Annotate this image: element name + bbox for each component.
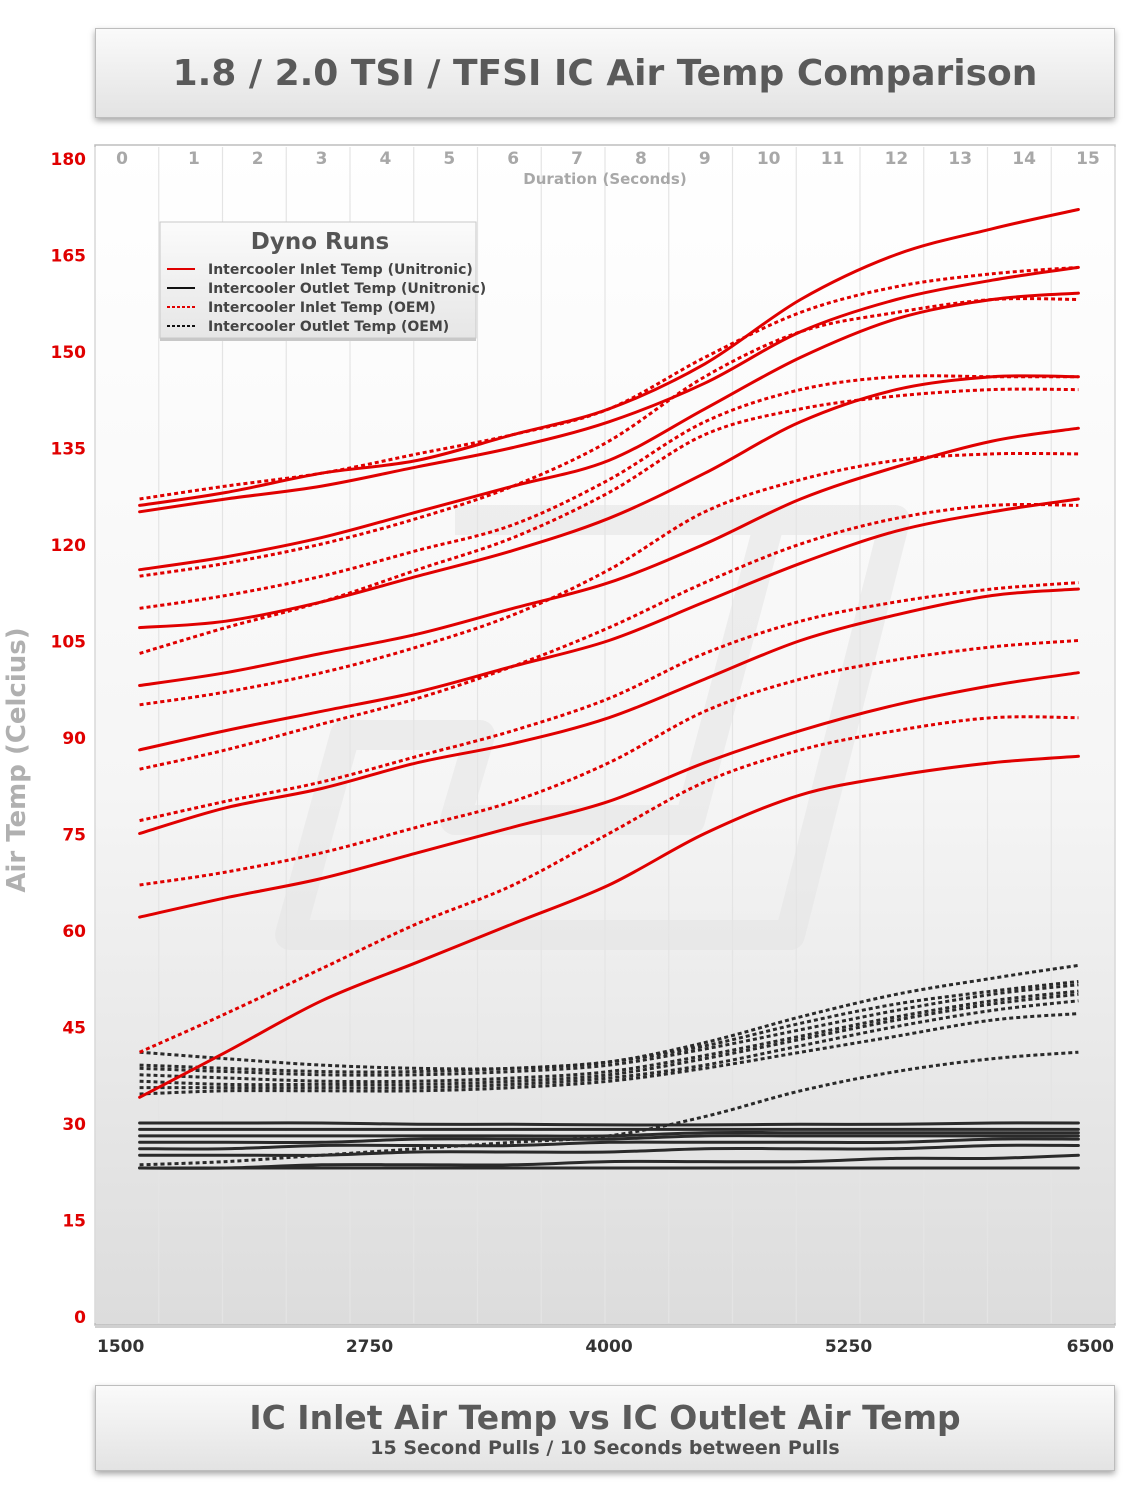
y-tick-label: 75: [62, 826, 86, 846]
outlet-oem-series: [139, 983, 1079, 1077]
y-tick-label: 15: [62, 1212, 86, 1232]
top-tick-label: 12: [885, 149, 909, 169]
legend-entry-label: Intercooler Outlet Temp (Unitronic): [208, 281, 486, 297]
y-tick-label: 105: [51, 633, 87, 653]
top-tick-label: 4: [380, 149, 392, 169]
top-tick-label: 11: [821, 149, 845, 169]
outlet-oem-series: [139, 1050, 1079, 1167]
top-tick-label: 13: [948, 149, 972, 169]
top-tick-label: 9: [699, 149, 711, 169]
top-tick-label: 5: [443, 149, 455, 169]
inlet-oem-series: [139, 639, 1079, 887]
inlet-oem-series: [139, 502, 1079, 771]
y-axis-title: Air Temp (Celcius): [2, 627, 32, 892]
y-tick-label: 120: [51, 536, 87, 556]
inlet-unitronic-series: [138, 208, 1080, 507]
inlet-unitronic-series: [138, 587, 1080, 835]
x-tick-label: 1500: [97, 1337, 144, 1357]
legend-title: Dyno Runs: [251, 229, 389, 255]
top-tick-label: 3: [316, 149, 328, 169]
plot-area-shadow: [95, 1325, 1115, 1328]
y-tick-label: 150: [51, 343, 87, 363]
legend-shadow: [160, 338, 476, 341]
inlet-oem-series: [139, 387, 1079, 655]
outlet-oem-series: [139, 992, 1079, 1087]
y-tick-label: 0: [74, 1308, 86, 1328]
y-tick-label: 45: [62, 1019, 86, 1039]
inlet-unitronic-series: [138, 671, 1080, 919]
inlet-unitronic-series: [138, 265, 1080, 514]
y-tick-label: 60: [62, 922, 86, 942]
inlet-unitronic-series: [138, 497, 1080, 752]
inlet-oem-series: [139, 297, 1079, 578]
outlet-oem-series: [139, 963, 1079, 1071]
outlet-unitronic-series: [138, 1153, 1080, 1170]
top-tick-label: 2: [252, 149, 264, 169]
y-tick-label: 180: [51, 150, 87, 170]
outlet-unitronic-series: [138, 1134, 1080, 1145]
y-tick-label: 165: [51, 247, 87, 267]
x-tick-label: 6500: [1067, 1337, 1114, 1357]
inlet-oem-series: [138, 715, 1079, 1054]
inlet-unitronic-series: [138, 374, 1080, 630]
top-tick-label: 8: [635, 149, 647, 169]
top-tick-label: 7: [571, 149, 583, 169]
top-tick-label: 15: [1076, 149, 1100, 169]
top-tick-label: 1: [188, 149, 200, 169]
bottom-title: IC Inlet Air Temp vs IC Outlet Air Temp: [249, 1398, 961, 1437]
outlet-unitronic-series: [138, 1143, 1080, 1157]
bottom-subtitle: 15 Second Pulls / 10 Seconds between Pul…: [370, 1437, 840, 1459]
top-tick-label: 14: [1012, 149, 1036, 169]
chart-title: 1.8 / 2.0 TSI / TFSI IC Air Temp Compari…: [172, 53, 1038, 94]
y-tick-label: 135: [51, 440, 87, 460]
legend-box: [159, 221, 477, 339]
outlet-oem-series: [139, 1012, 1079, 1096]
legend-entry-label: Intercooler Outlet Temp (OEM): [208, 319, 449, 335]
outlet-oem-series: [139, 999, 1079, 1090]
legend-entry-label: Intercooler Inlet Temp (OEM): [208, 300, 436, 316]
bottom-title-banner: IC Inlet Air Temp vs IC Outlet Air Temp …: [95, 1385, 1115, 1471]
inlet-oem-series: [139, 581, 1079, 823]
y-tick-label: 90: [62, 729, 86, 749]
chart-title-banner: 1.8 / 2.0 TSI / TFSI IC Air Temp Compari…: [95, 28, 1115, 118]
x-tick-label: 2750: [346, 1337, 393, 1357]
series-layer: [138, 208, 1080, 1170]
top-axis-label: Duration (Seconds): [523, 170, 686, 188]
inlet-oem-series: [139, 451, 1079, 707]
legend-entry-label: Intercooler Inlet Temp (Unitronic): [208, 262, 473, 278]
top-tick-label: 6: [507, 149, 519, 169]
legend: Dyno Runs Intercooler Inlet Temp (Unitron…: [159, 221, 486, 341]
outlet-oem-series: [139, 989, 1079, 1084]
x-tick-label: 5250: [825, 1337, 872, 1357]
top-tick-label: 10: [757, 149, 781, 169]
inlet-unitronic-series: [138, 426, 1080, 687]
outlet-unitronic-series: [138, 1137, 1080, 1151]
outlet-unitronic-series: [138, 1121, 1080, 1127]
inlet-unitronic-series: [138, 291, 1080, 572]
y-tick-label: 30: [62, 1115, 86, 1135]
inlet-unitronic-series: [138, 754, 1080, 1099]
x-tick-label: 4000: [585, 1337, 632, 1357]
top-tick-label: 0: [116, 149, 128, 169]
